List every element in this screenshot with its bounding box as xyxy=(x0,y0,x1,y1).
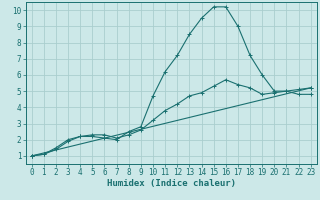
X-axis label: Humidex (Indice chaleur): Humidex (Indice chaleur) xyxy=(107,179,236,188)
